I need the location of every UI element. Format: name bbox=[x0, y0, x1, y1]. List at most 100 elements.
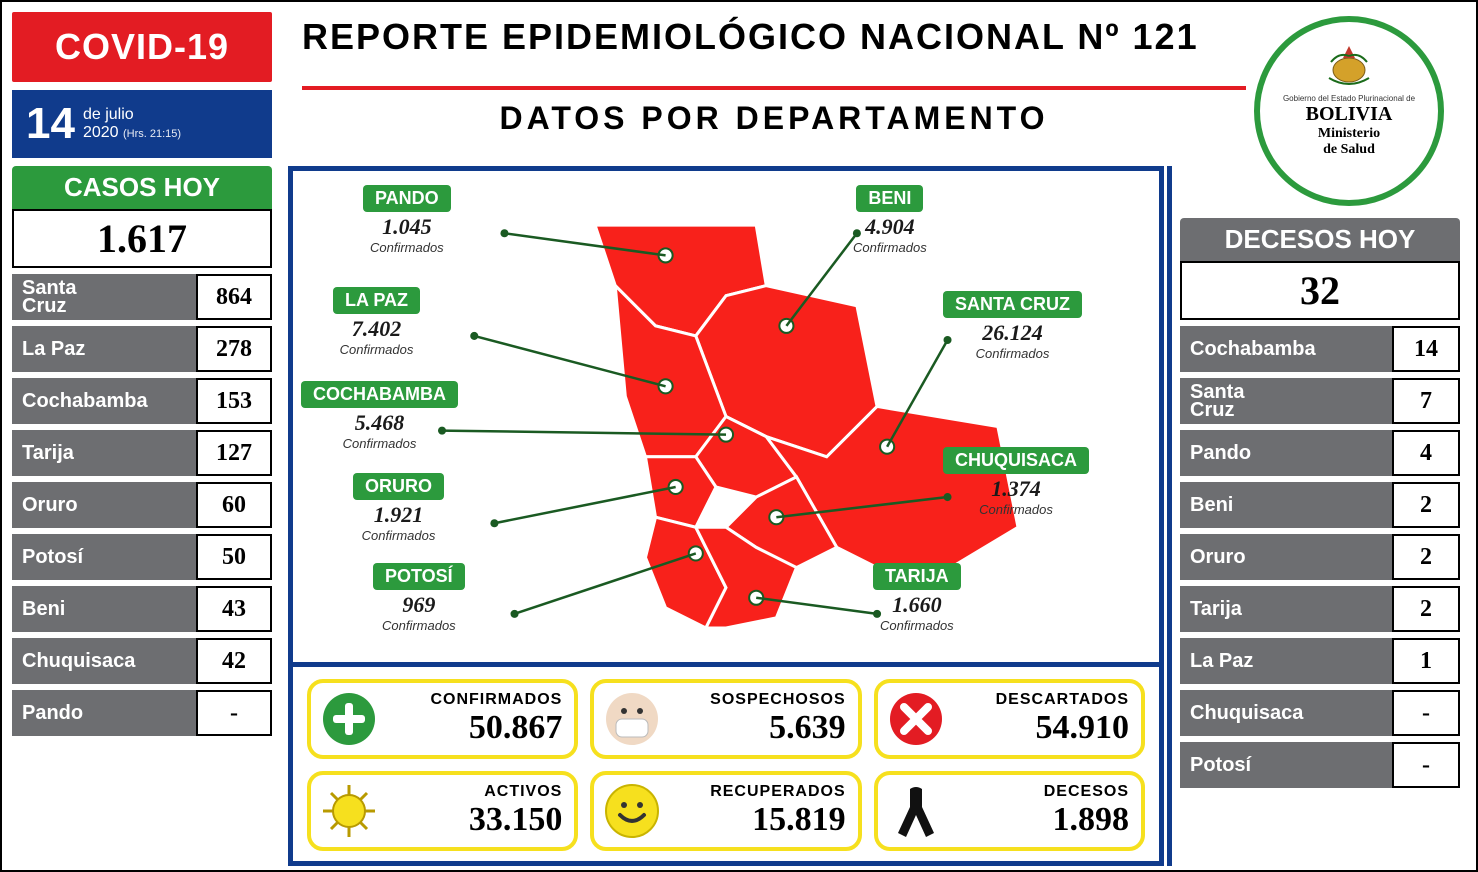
table-row: La Paz1 bbox=[1180, 638, 1460, 684]
casos-total: 1.617 bbox=[12, 209, 272, 268]
stat-card: ACTIVOS33.150 bbox=[307, 771, 578, 851]
row-label: Beni bbox=[12, 586, 196, 632]
stat-label: DESCARTADOS bbox=[956, 691, 1129, 709]
row-label: Pando bbox=[12, 690, 196, 736]
table-row: Cochabamba153 bbox=[12, 378, 272, 424]
stat-card: SOSPECHOSOS5.639 bbox=[590, 679, 861, 759]
map-callout: BENI4.904Confirmados bbox=[853, 185, 927, 255]
stat-label: DECESOS bbox=[956, 783, 1129, 801]
row-value: 4 bbox=[1392, 430, 1460, 476]
coat-of-arms-icon bbox=[1319, 40, 1379, 90]
row-value: 864 bbox=[196, 274, 272, 320]
row-label: Chuquisaca bbox=[1180, 690, 1392, 736]
table-row: SantaCruz7 bbox=[1180, 378, 1460, 424]
table-row: Tarija2 bbox=[1180, 586, 1460, 632]
row-value: - bbox=[1392, 742, 1460, 788]
stat-value: 1.898 bbox=[956, 801, 1129, 839]
mask-icon bbox=[602, 689, 662, 749]
date-day: 14 bbox=[26, 99, 75, 149]
table-row: Tarija127 bbox=[12, 430, 272, 476]
table-row: Chuquisaca- bbox=[1180, 690, 1460, 736]
row-label: SantaCruz bbox=[12, 274, 196, 320]
row-label: La Paz bbox=[1180, 638, 1392, 684]
row-label: Pando bbox=[1180, 430, 1392, 476]
table-row: Beni43 bbox=[12, 586, 272, 632]
map-callout: PANDO1.045Confirmados bbox=[363, 185, 451, 255]
row-value: 153 bbox=[196, 378, 272, 424]
x-icon bbox=[886, 689, 946, 749]
stat-label: RECUPERADOS bbox=[672, 783, 845, 801]
virus-icon bbox=[319, 781, 379, 841]
row-label: Potosí bbox=[1180, 742, 1392, 788]
stat-card: RECUPERADOS15.819 bbox=[590, 771, 861, 851]
stat-value: 5.639 bbox=[672, 709, 845, 747]
map-callout: LA PAZ7.402Confirmados bbox=[333, 287, 420, 357]
row-value: - bbox=[1392, 690, 1460, 736]
stat-card: CONFIRMADOS50.867 bbox=[307, 679, 578, 759]
row-label: Tarija bbox=[1180, 586, 1392, 632]
stat-label: SOSPECHOSOS bbox=[672, 691, 845, 709]
table-row: SantaCruz864 bbox=[12, 274, 272, 320]
stat-value: 54.910 bbox=[956, 709, 1129, 747]
map-area: PANDO1.045Confirmados LA PAZ7.402Confirma… bbox=[293, 171, 1159, 662]
stat-value: 50.867 bbox=[389, 709, 562, 747]
stat-card: DESCARTADOS54.910 bbox=[874, 679, 1145, 759]
stat-card: DECESOS1.898 bbox=[874, 771, 1145, 851]
row-label: Cochabamba bbox=[1180, 326, 1392, 372]
row-value: 14 bbox=[1392, 326, 1460, 372]
table-row: Oruro60 bbox=[12, 482, 272, 528]
table-row: Potosí50 bbox=[12, 534, 272, 580]
map-callout: ORURO1.921Confirmados bbox=[353, 473, 444, 543]
decesos-panel: DECESOS HOY 32 Cochabamba14SantaCruz7Pan… bbox=[1180, 218, 1460, 788]
subtitle: DATOS POR DEPARTAMENTO bbox=[302, 100, 1246, 137]
table-row: Pando4 bbox=[1180, 430, 1460, 476]
report-frame: COVID-19 REPORTE EPIDEMIOLÓGICO NACIONAL… bbox=[0, 0, 1478, 872]
ribbon-icon bbox=[886, 781, 946, 841]
row-value: 43 bbox=[196, 586, 272, 632]
row-label: Oruro bbox=[1180, 534, 1392, 580]
plus-icon bbox=[319, 689, 379, 749]
table-row: Potosí- bbox=[1180, 742, 1460, 788]
decesos-title: DECESOS HOY bbox=[1180, 218, 1460, 261]
row-value: 60 bbox=[196, 482, 272, 528]
row-value: 2 bbox=[1392, 482, 1460, 528]
row-label: SantaCruz bbox=[1180, 378, 1392, 424]
date-lines: de julio 2020 (Hrs. 21:15) bbox=[83, 106, 181, 143]
red-rule bbox=[302, 86, 1246, 90]
stats-grid: CONFIRMADOS50.867SOSPECHOSOS5.639DESCART… bbox=[293, 662, 1159, 861]
covid-badge: COVID-19 bbox=[12, 12, 272, 82]
map-callout: COCHABAMBA5.468Confirmados bbox=[301, 381, 458, 451]
row-value: 50 bbox=[196, 534, 272, 580]
map-callout: CHUQUISACA1.374Confirmados bbox=[943, 447, 1089, 517]
report-title: REPORTE EPIDEMIOLÓGICO NACIONAL Nº 121 bbox=[302, 16, 1199, 58]
row-value: 7 bbox=[1392, 378, 1460, 424]
decesos-total: 32 bbox=[1180, 261, 1460, 320]
table-row: Beni2 bbox=[1180, 482, 1460, 528]
row-label: Potosí bbox=[12, 534, 196, 580]
row-value: 2 bbox=[1392, 586, 1460, 632]
table-row: La Paz278 bbox=[12, 326, 272, 372]
ministry-seal: Gobierno del Estado Plurinacional de BOL… bbox=[1254, 16, 1444, 206]
row-value: 2 bbox=[1392, 534, 1460, 580]
table-row: Pando- bbox=[12, 690, 272, 736]
row-label: Beni bbox=[1180, 482, 1392, 528]
row-label: Chuquisaca bbox=[12, 638, 196, 684]
row-value: 127 bbox=[196, 430, 272, 476]
row-value: 1 bbox=[1392, 638, 1460, 684]
right-divider bbox=[1167, 166, 1172, 866]
row-label: Tarija bbox=[12, 430, 196, 476]
row-value: - bbox=[196, 690, 272, 736]
smile-icon bbox=[602, 781, 662, 841]
table-row: Cochabamba14 bbox=[1180, 326, 1460, 372]
table-row: Oruro2 bbox=[1180, 534, 1460, 580]
stat-value: 15.819 bbox=[672, 801, 845, 839]
row-value: 278 bbox=[196, 326, 272, 372]
map-callout: POTOSÍ969Confirmados bbox=[373, 563, 465, 633]
stat-label: CONFIRMADOS bbox=[389, 691, 562, 709]
map-callout: SANTA CRUZ26.124Confirmados bbox=[943, 291, 1082, 361]
map-callout: TARIJA1.660Confirmados bbox=[873, 563, 961, 633]
row-label: Oruro bbox=[12, 482, 196, 528]
row-label: La Paz bbox=[12, 326, 196, 372]
stat-value: 33.150 bbox=[389, 801, 562, 839]
date-badge: 14 de julio 2020 (Hrs. 21:15) bbox=[12, 90, 272, 158]
